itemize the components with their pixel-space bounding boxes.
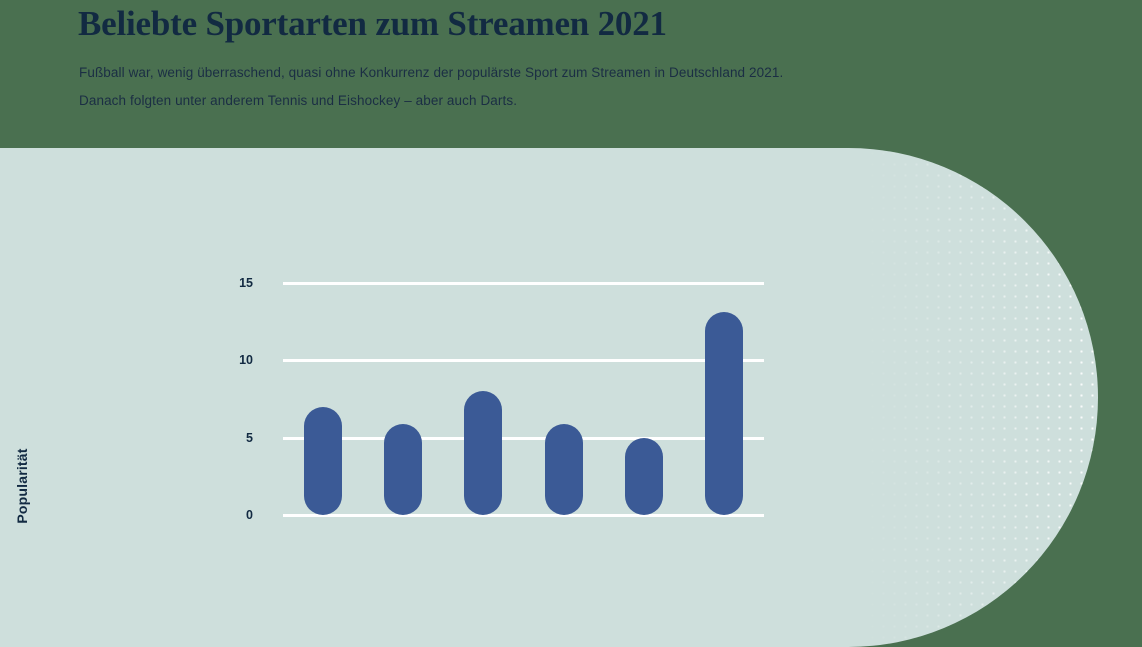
y-axis-ticks: 0 5 10 15 [213,148,253,647]
bar-cell [443,148,523,647]
bar-cell [524,148,604,647]
gridline-15 [283,282,764,285]
bar-basketball-stream[interactable] [544,423,583,515]
bar-tennis-stream[interactable] [464,391,503,515]
y-tick-0: 0 [246,508,253,522]
plot-area [283,148,764,647]
bar-volleyball-stream[interactable] [624,437,663,515]
bar-darts-stream[interactable] [384,423,423,515]
bar-series [283,148,764,647]
gridline-0 [283,514,764,517]
bar-cell [604,148,684,647]
y-tick-5: 5 [246,430,253,445]
subtitle-line-2: Danach folgten unter anderem Tennis und … [79,93,518,108]
bar-cell [363,148,443,647]
gridline-10 [283,359,764,363]
bar-eishockey-stream[interactable] [304,406,343,515]
y-axis-label: Popularität [14,448,30,524]
y-tick-15: 15 [239,276,253,290]
gridline-5 [283,436,764,440]
bar-cell [684,148,764,647]
header: Beliebte Sportarten zum Streamen 2021 Fu… [0,0,1142,148]
y-tick-10: 10 [239,353,253,368]
subtitle-line-1: Fußball war, wenig überraschend, quasi o… [79,65,784,80]
bar-cell [283,148,363,647]
page-title: Beliebte Sportarten zum Streamen 2021 [78,4,667,43]
bar-fussball-stream[interactable] [704,312,743,515]
